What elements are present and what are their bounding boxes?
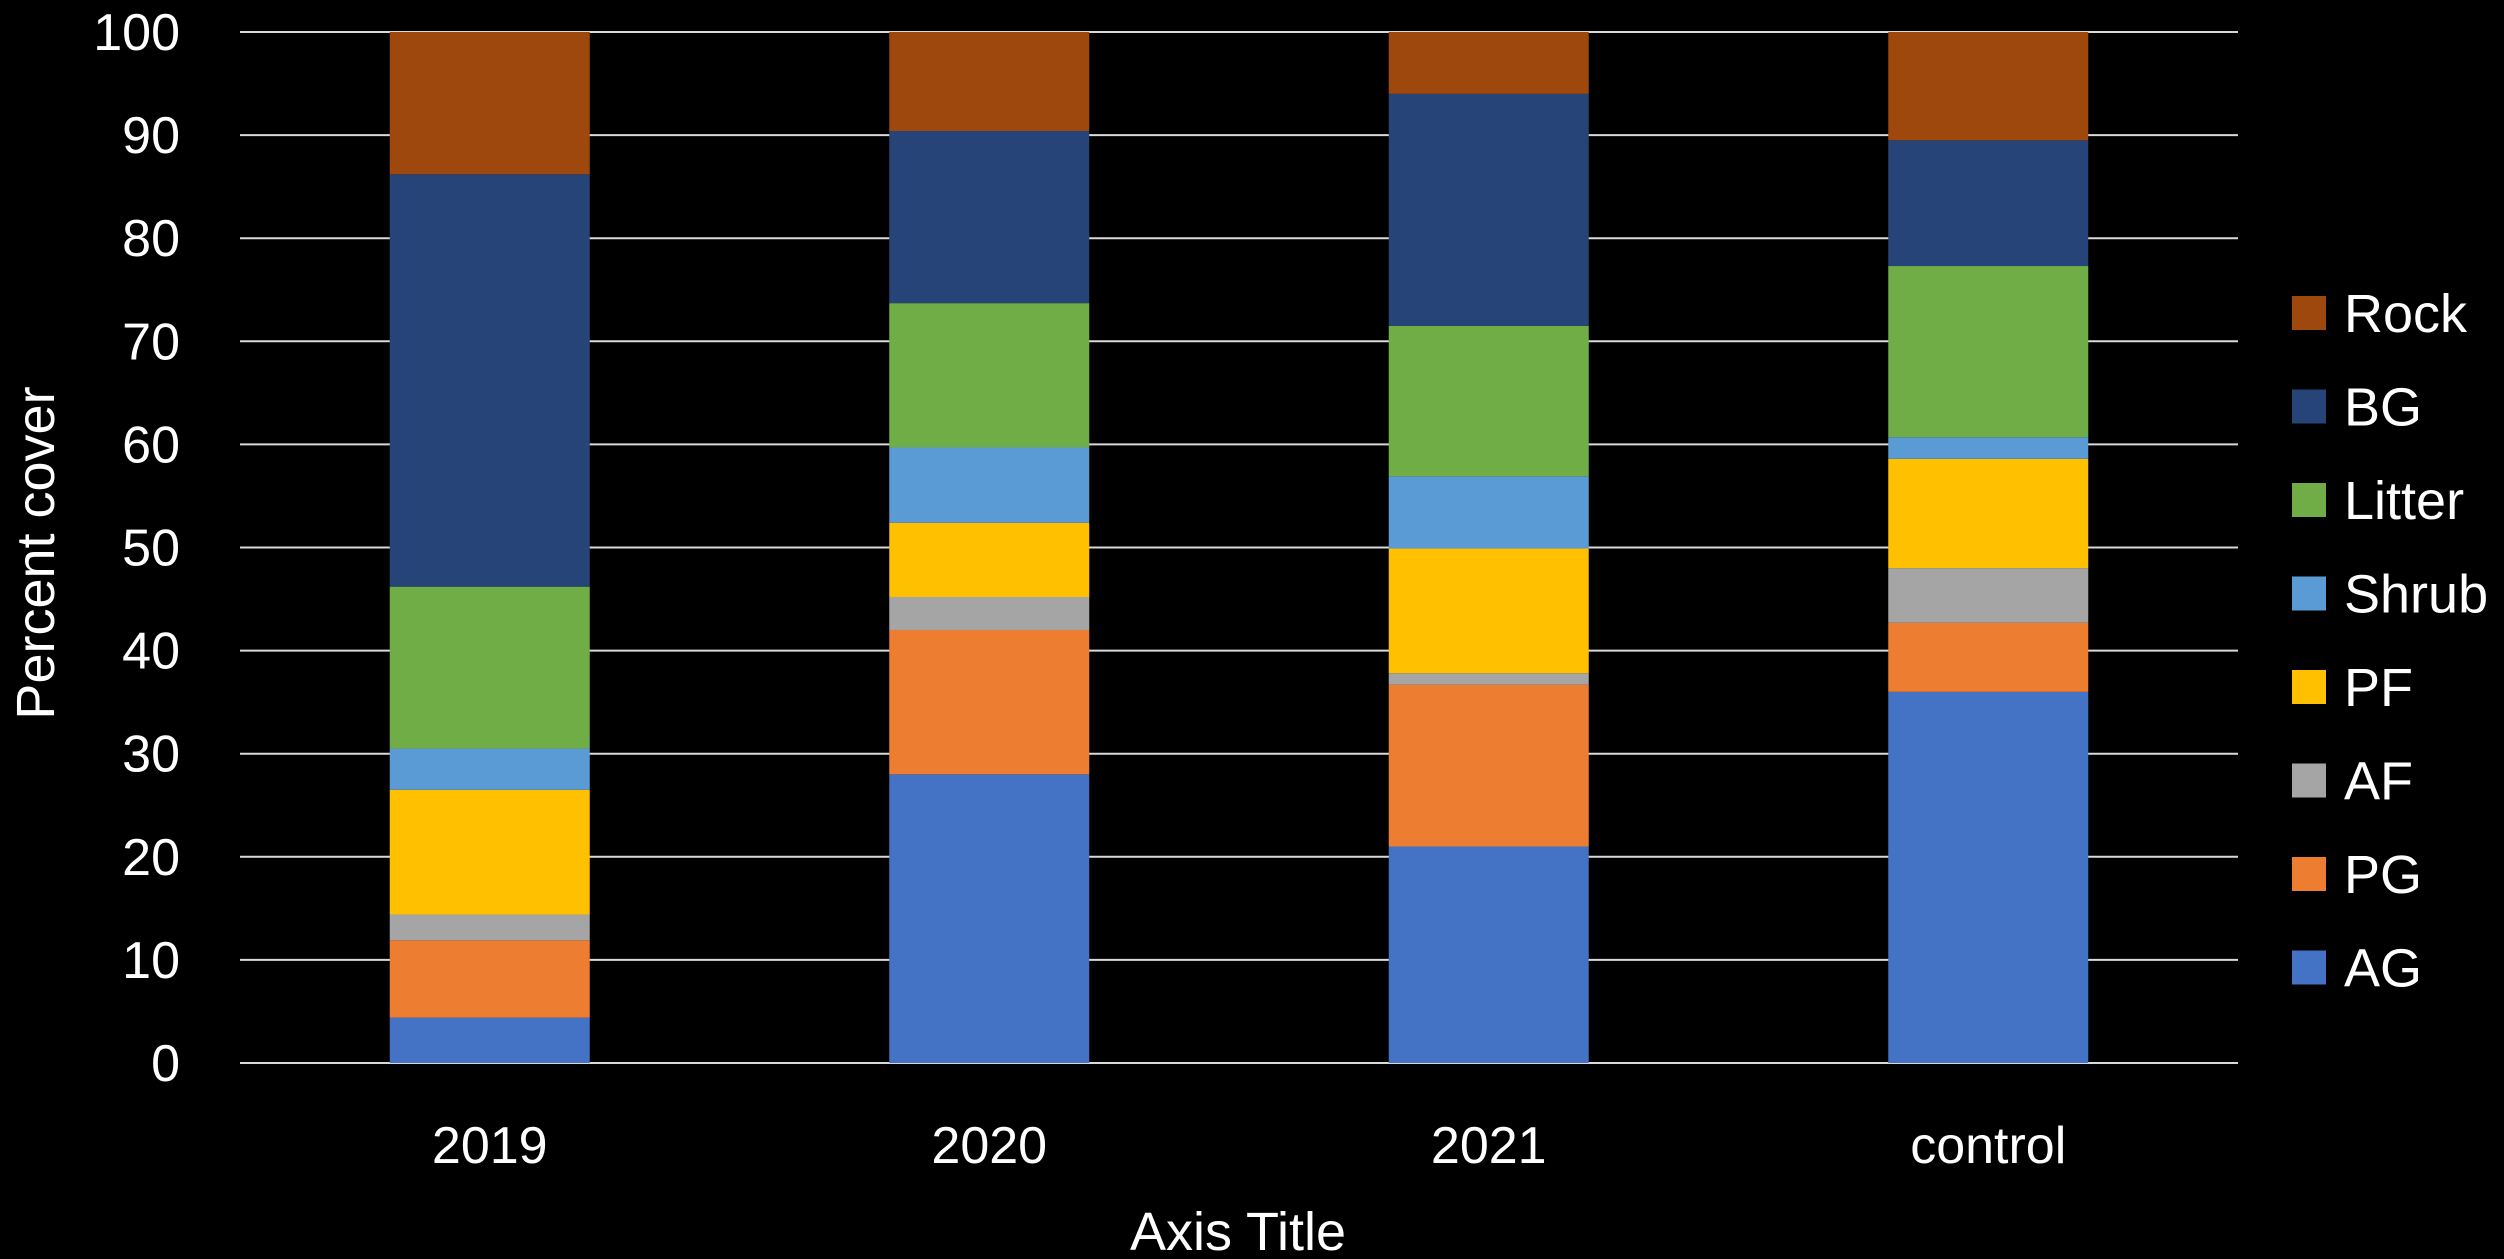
bar-2019-PF bbox=[389, 789, 590, 915]
legend-swatch-AG bbox=[2292, 950, 2326, 985]
y-tick-labels: 0 10 20 30 40 50 60 70 80 90 100 bbox=[93, 4, 180, 1093]
x-tick-2019: 2019 bbox=[432, 1117, 548, 1175]
bar-2019-AG bbox=[389, 1017, 590, 1063]
y-tick-30: 30 bbox=[122, 726, 180, 784]
bar-2020-PF bbox=[889, 522, 1090, 597]
bar-2020-Rock bbox=[889, 32, 1090, 131]
y-tick-80: 80 bbox=[122, 210, 180, 268]
legend-label-AF: AF bbox=[2344, 752, 2413, 812]
legend-label-Shrub: Shrub bbox=[2344, 565, 2488, 625]
y-axis-title: Percent cover bbox=[6, 386, 66, 719]
legend-swatch-BG bbox=[2292, 389, 2326, 424]
y-tick-100: 100 bbox=[93, 4, 180, 62]
bar-2020-Shrub bbox=[889, 447, 1090, 523]
legend-swatch-Shrub bbox=[2292, 576, 2326, 611]
x-axis-title: Axis Title bbox=[1130, 1202, 1346, 1259]
bar-2021-BG bbox=[1388, 93, 1589, 326]
bar-2021-AG bbox=[1388, 846, 1589, 1063]
bars bbox=[389, 32, 2089, 1063]
bar-control-Litter bbox=[1888, 266, 2089, 438]
legend-label-AG: AG bbox=[2344, 939, 2422, 999]
legend: Rock BG Litter Shrub PF AF PG AG bbox=[2292, 284, 2488, 999]
bar-control-AF bbox=[1888, 568, 2089, 623]
bar-control-PF bbox=[1888, 458, 2089, 569]
legend-swatch-AF bbox=[2292, 763, 2326, 798]
legend-swatch-Rock bbox=[2292, 296, 2326, 330]
bar-2020-AF bbox=[889, 596, 1090, 630]
bar-2019-Litter bbox=[389, 586, 590, 749]
legend-label-BG: BG bbox=[2344, 378, 2422, 438]
bar-2021-PG bbox=[1388, 684, 1589, 847]
bar-2021-AF bbox=[1388, 673, 1589, 685]
x-tick-control: control bbox=[1910, 1117, 2066, 1175]
bar-control-AG bbox=[1888, 691, 2089, 1063]
bar-2020-AG bbox=[889, 774, 1090, 1063]
bar-2019-Rock bbox=[389, 32, 590, 175]
bar-2019-AF bbox=[389, 914, 590, 941]
bar-2020-PG bbox=[889, 629, 1090, 775]
legend-label-PG: PG bbox=[2344, 845, 2422, 905]
bar-2019-BG bbox=[389, 174, 590, 587]
bar-2019-Shrub bbox=[389, 748, 590, 790]
bar-2021-PF bbox=[1388, 548, 1589, 674]
bar-2020-BG bbox=[889, 130, 1090, 304]
y-tick-60: 60 bbox=[122, 416, 180, 474]
legend-label-Rock: Rock bbox=[2344, 284, 2468, 344]
x-tick-2021: 2021 bbox=[1431, 1117, 1547, 1175]
bar-control-PG bbox=[1888, 622, 2089, 692]
bar-2019-PG bbox=[389, 940, 590, 1018]
legend-label-Litter: Litter bbox=[2344, 471, 2464, 531]
x-tick-2020: 2020 bbox=[931, 1117, 1047, 1175]
bar-2020-Litter bbox=[889, 303, 1090, 448]
y-tick-70: 70 bbox=[122, 313, 180, 371]
y-tick-10: 10 bbox=[122, 932, 180, 990]
y-tick-90: 90 bbox=[122, 107, 180, 165]
y-tick-20: 20 bbox=[122, 829, 180, 887]
y-tick-40: 40 bbox=[122, 623, 180, 681]
bar-2021-Shrub bbox=[1388, 476, 1589, 549]
legend-swatch-PG bbox=[2292, 857, 2326, 891]
bar-2021-Rock bbox=[1388, 32, 1589, 94]
legend-swatch-Litter bbox=[2292, 483, 2326, 517]
bar-control-BG bbox=[1888, 140, 2089, 267]
bar-control-Shrub bbox=[1888, 437, 2089, 459]
y-tick-0: 0 bbox=[151, 1035, 180, 1093]
y-tick-50: 50 bbox=[122, 520, 180, 578]
bar-control-Rock bbox=[1888, 32, 2089, 141]
legend-swatch-PF bbox=[2292, 670, 2326, 704]
x-tick-labels: 2019 2020 2021 control bbox=[432, 1117, 2066, 1175]
legend-label-PF: PF bbox=[2344, 658, 2413, 718]
bar-2021-Litter bbox=[1388, 325, 1589, 477]
